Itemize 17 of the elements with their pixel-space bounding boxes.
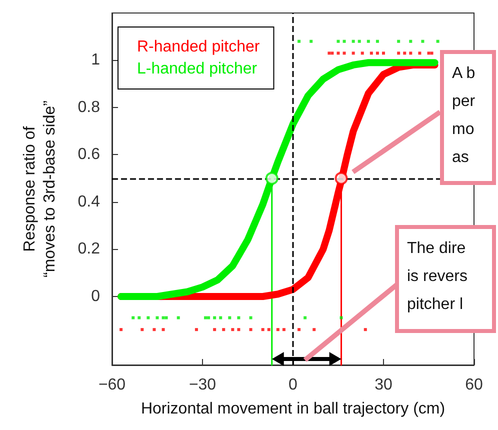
y-tick-label: 0.2 xyxy=(78,240,100,258)
y-tick-label: 0.4 xyxy=(78,193,100,210)
y-axis-title: Response ratio of “moves to 3rd-base side” xyxy=(22,100,58,278)
y-tick-label: 1 xyxy=(91,52,100,69)
x-tick-label: −30 xyxy=(188,376,216,394)
x-tick-label: 0 xyxy=(288,376,298,394)
x-tick-label: 60 xyxy=(465,376,483,394)
x-axis-title: Horizontal movement in ball trajectory (cm) xyxy=(140,400,446,418)
x-tick-label: −60 xyxy=(98,376,126,394)
annotation: A b per mo as xyxy=(440,50,496,185)
y-tick-label: 0.8 xyxy=(78,98,100,116)
text: L-handed pitcher xyxy=(137,60,258,78)
x-tick-label: 30 xyxy=(374,376,392,394)
annotation: The dire is revers pitcher l xyxy=(395,225,496,333)
text: R-handed pitcher xyxy=(137,38,260,56)
y-tick-label: 0 xyxy=(91,288,100,305)
y-tick-label: 0.6 xyxy=(78,146,100,164)
